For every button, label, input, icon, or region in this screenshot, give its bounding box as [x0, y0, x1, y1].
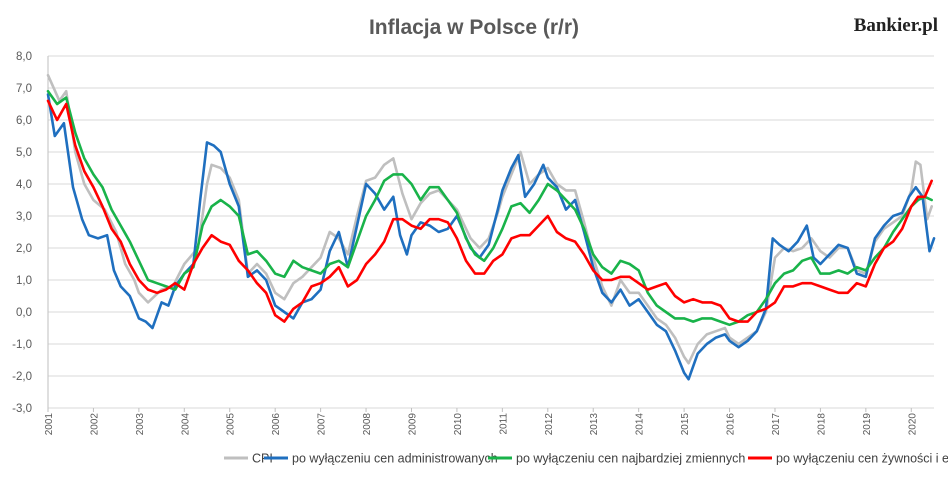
y-tick-label: 2,0 — [16, 243, 32, 255]
x-tick-label: 2007 — [317, 413, 328, 436]
series-line — [46, 89, 933, 327]
y-tick-label: 4,0 — [16, 179, 32, 191]
x-tick-label: 2003 — [135, 413, 146, 436]
x-tick-label: 2001 — [44, 413, 55, 436]
x-tick-label: 2010 — [453, 413, 464, 436]
chart-title: Inflacja w Polsce (r/r) — [369, 16, 579, 39]
x-tick-label: 2020 — [907, 413, 918, 436]
y-tick-label: -3,0 — [12, 403, 32, 415]
y-tick-label: 8,0 — [16, 51, 32, 63]
y-tick-label: 5,0 — [16, 147, 32, 159]
y-tick-label: -2,0 — [12, 371, 32, 383]
x-tick-label: 2017 — [771, 413, 782, 436]
x-tick-label: 2016 — [726, 413, 737, 436]
legend-label: po wyłączeniu cen żywności i energii — [776, 452, 948, 466]
x-tick-label: 2012 — [544, 413, 555, 436]
legend-label: po wyłączeniu cen administrowanych — [292, 452, 498, 466]
x-tick-label: 2013 — [589, 413, 600, 436]
x-tick-label: 2014 — [635, 413, 646, 436]
y-tick-label: 3,0 — [16, 211, 32, 223]
y-tick-label: 7,0 — [16, 83, 32, 95]
x-tick-label: 2008 — [362, 413, 373, 436]
x-tick-label: 2009 — [407, 413, 418, 436]
y-tick-label: 1,0 — [16, 275, 32, 287]
y-axis-ticks: 8,0 7,0 6,0 5,0 4,0 3,0 2,0 1,0 0,0 -1,0 -2,0 -3,0 — [12, 51, 32, 415]
x-tick-label: 2005 — [226, 413, 237, 436]
gridlines — [47, 55, 934, 409]
x-tick-label: 2019 — [862, 413, 873, 436]
y-tick-label: 0,0 — [16, 307, 32, 319]
legend-label: po wyłączeniu cen najbardziej zmiennych — [516, 452, 745, 466]
x-tick-label: 2002 — [89, 413, 100, 436]
x-tick-label: 2011 — [498, 413, 509, 435]
x-tick-label: 2004 — [180, 413, 191, 436]
x-axis-ticks: 2001 2002 2003 2004 2005 2006 2007 2008 2009 2010… — [44, 408, 918, 435]
series-line — [46, 93, 936, 381]
series-lines — [46, 73, 936, 381]
legend: CPI po wyłączeniu cen administrowanych po … — [224, 452, 948, 466]
x-tick-label: 2006 — [271, 413, 282, 436]
legend-label: CPI — [252, 452, 273, 466]
series-line — [46, 99, 933, 323]
x-tick-label: 2018 — [816, 413, 827, 436]
brand-logo: Bankier.pl — [854, 15, 938, 36]
y-tick-label: 6,0 — [16, 115, 32, 127]
series-line — [46, 73, 933, 365]
y-tick-label: -1,0 — [12, 339, 32, 351]
x-tick-label: 2015 — [680, 413, 691, 436]
